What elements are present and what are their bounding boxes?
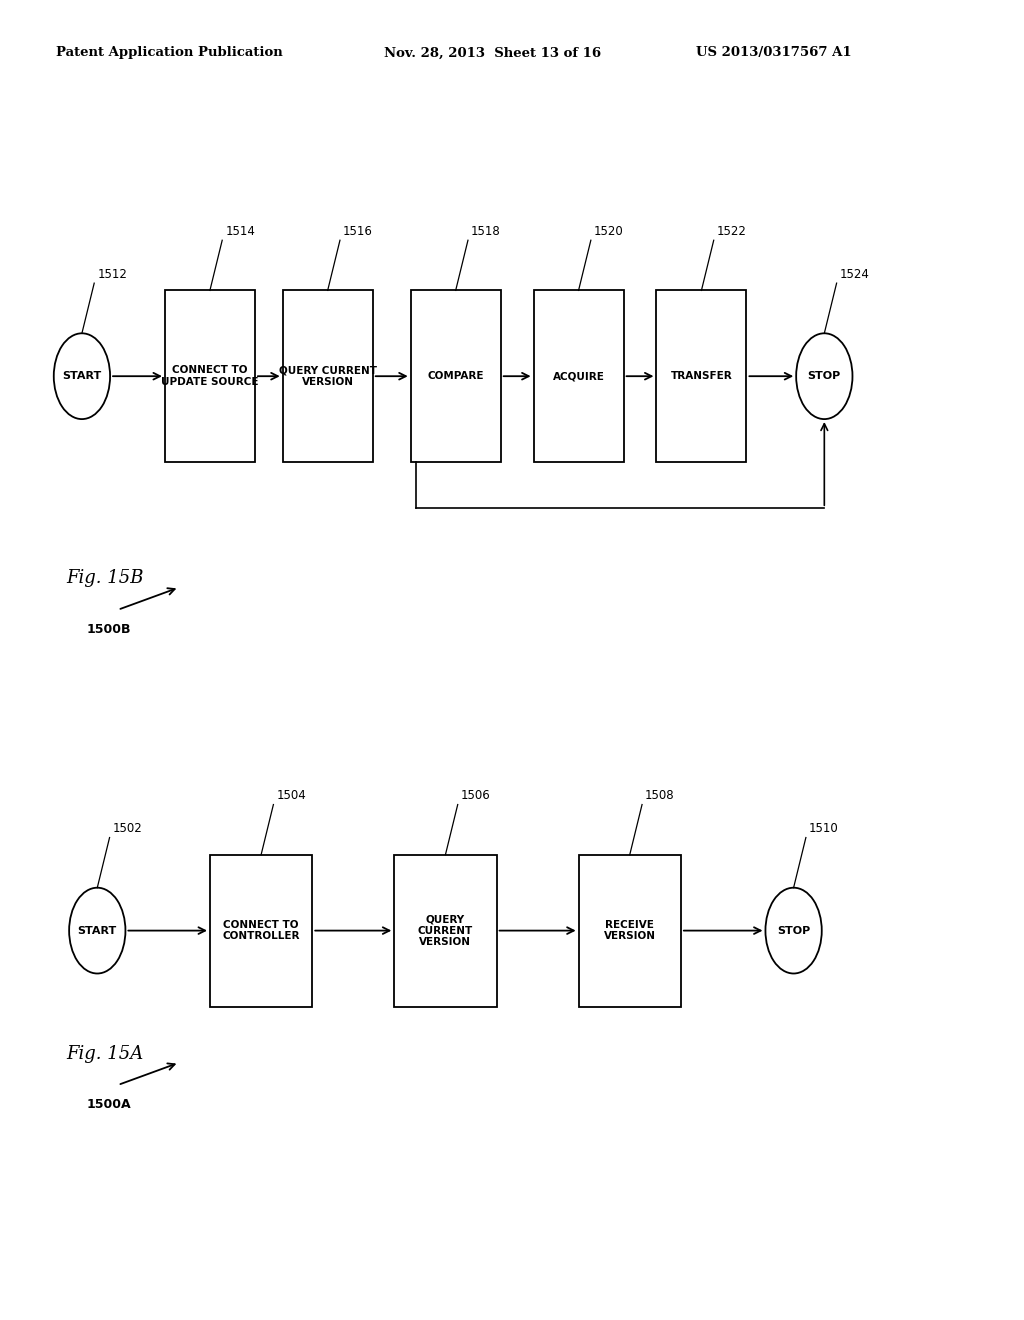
Text: 1520: 1520	[594, 224, 624, 238]
Text: COMPARE: COMPARE	[427, 371, 484, 381]
Text: 1504: 1504	[276, 789, 306, 803]
Text: US 2013/0317567 A1: US 2013/0317567 A1	[696, 46, 852, 59]
Bar	[165, 290, 255, 462]
Text: Fig. 15A: Fig. 15A	[67, 1044, 143, 1063]
Text: RECEIVE
VERSION: RECEIVE VERSION	[604, 920, 655, 941]
Text: 1516: 1516	[343, 224, 373, 238]
Bar	[210, 855, 312, 1006]
Text: 1502: 1502	[113, 822, 142, 836]
Bar	[579, 855, 681, 1006]
Text: 1500B: 1500B	[87, 623, 131, 636]
Text: CONNECT TO
UPDATE SOURCE: CONNECT TO UPDATE SOURCE	[161, 366, 259, 387]
Text: CONNECT TO
CONTROLLER: CONNECT TO CONTROLLER	[222, 920, 300, 941]
Text: 1518: 1518	[471, 224, 501, 238]
Text: 1522: 1522	[717, 224, 746, 238]
Bar	[534, 290, 624, 462]
Text: 1510: 1510	[809, 822, 839, 836]
Text: Patent Application Publication: Patent Application Publication	[56, 46, 283, 59]
Text: STOP: STOP	[808, 371, 841, 381]
Text: START: START	[62, 371, 101, 381]
Bar	[411, 290, 501, 462]
Text: 1506: 1506	[461, 789, 490, 803]
Text: 1508: 1508	[645, 789, 675, 803]
Text: 1512: 1512	[97, 268, 127, 281]
Bar	[283, 290, 373, 462]
Text: TRANSFER: TRANSFER	[671, 371, 732, 381]
Text: STOP: STOP	[777, 925, 810, 936]
Text: Nov. 28, 2013  Sheet 13 of 16: Nov. 28, 2013 Sheet 13 of 16	[384, 46, 601, 59]
Text: 1524: 1524	[840, 268, 869, 281]
Text: START: START	[78, 925, 117, 936]
Bar	[394, 855, 497, 1006]
Text: QUERY CURRENT
VERSION: QUERY CURRENT VERSION	[279, 366, 377, 387]
Text: 1500A: 1500A	[87, 1098, 132, 1111]
Text: QUERY
CURRENT
VERSION: QUERY CURRENT VERSION	[418, 913, 473, 948]
Text: ACQUIRE: ACQUIRE	[553, 371, 604, 381]
Text: Fig. 15B: Fig. 15B	[67, 569, 144, 587]
Bar	[656, 290, 746, 462]
Text: 1514: 1514	[225, 224, 255, 238]
